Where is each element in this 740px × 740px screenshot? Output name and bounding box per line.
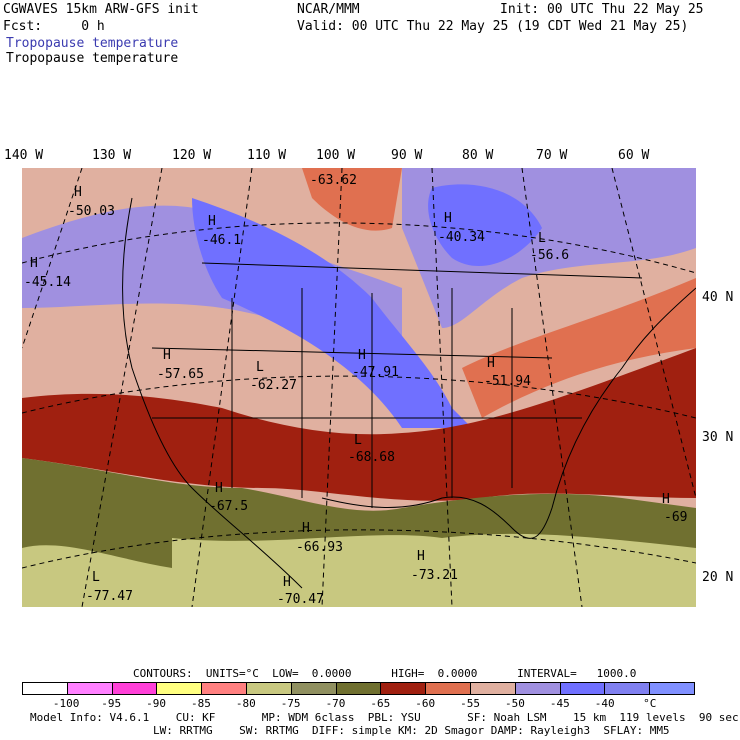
model-title: CGWAVES 15km ARW-GFS init — [3, 2, 199, 17]
lon-label: 110 W — [247, 148, 287, 163]
map-symbol: H — [283, 575, 291, 590]
map-symbol: H — [208, 214, 216, 229]
lon-label: 120 W — [172, 148, 212, 163]
blue-core-central — [192, 198, 472, 428]
colorbar-tick-label: -45 — [549, 697, 570, 710]
colorbar-tick-label: -100 — [52, 697, 80, 710]
map-symbol: L — [256, 360, 264, 375]
colorbar-swatch — [67, 683, 113, 694]
colorbar-tick-label: -75 — [280, 697, 301, 710]
colorbar-swatch — [381, 683, 427, 694]
orange-patch-north — [302, 168, 402, 231]
map-value: -68.68 — [348, 450, 395, 465]
colorbar-tick-label: -55 — [460, 697, 481, 710]
map-value: -77.47 — [86, 589, 133, 604]
colorbar-tick-label: -50 — [505, 697, 525, 710]
map-value: -56.6 — [530, 248, 570, 263]
lightgreen-southwest — [22, 545, 172, 607]
lat-label: 30 N — [702, 430, 734, 445]
lon-label: 90 W — [391, 148, 423, 163]
colorbar-tick-label: °C — [643, 697, 657, 710]
map-symbol: H — [74, 185, 82, 200]
map-value: -50.03 — [68, 204, 115, 219]
colorbar-tick-label: -65 — [370, 697, 391, 710]
colorbar-swatch — [157, 683, 203, 694]
map-value: -57.65 — [157, 367, 204, 382]
colorbar-tick-label: -60 — [415, 697, 436, 710]
colorbar-tick-label: -70 — [325, 697, 346, 710]
colorbar — [22, 682, 695, 695]
map-value: -40.34 — [438, 230, 485, 245]
map-value: -70.47 — [277, 592, 324, 607]
map-value: -51.94 — [484, 374, 531, 389]
map-value: -63.62 — [310, 173, 357, 188]
map-symbol: L — [92, 570, 100, 585]
field-title-contour: Tropopause temperature — [6, 51, 179, 66]
lon-label: 130 W — [92, 148, 132, 163]
colorbar-swatch — [650, 683, 694, 694]
lat-label: 20 N — [702, 570, 734, 585]
salmon-mid — [22, 303, 382, 428]
lat-label: 40 N — [702, 290, 734, 305]
map-symbol: L — [538, 231, 546, 246]
colorbar-swatch — [336, 683, 382, 694]
map-symbol: L — [354, 433, 362, 448]
lon-label: 80 W — [462, 148, 494, 163]
colorbar-tick-label: -80 — [235, 697, 256, 710]
physics-info: LW: RRTMG SW: RRTMG DIFF: simple KM: 2D … — [153, 724, 670, 737]
map-value: -66.93 — [296, 540, 343, 555]
colorbar-swatch — [426, 683, 471, 694]
map-symbol: H — [30, 256, 38, 271]
lon-label: 140 W — [4, 148, 44, 163]
map-symbol: H — [163, 348, 171, 363]
valid-time: Valid: 00 UTC Thu 22 May 25 (19 CDT Wed … — [297, 19, 689, 34]
lon-label: 70 W — [536, 148, 568, 163]
colorbar-swatch — [560, 683, 606, 694]
lightgreen-south — [172, 533, 696, 607]
map-value: -73.21 — [411, 568, 458, 583]
map-value: -47.91 — [352, 365, 399, 380]
map-value: -46.1 — [202, 233, 242, 248]
colorbar-swatch — [470, 683, 516, 694]
field-title-colored: Tropopause temperature — [6, 36, 179, 51]
colorbar-swatch — [23, 683, 68, 694]
map-value: -69 — [664, 510, 688, 525]
map-symbol: H — [417, 549, 425, 564]
map-symbol: H — [444, 211, 452, 226]
colorbar-tick-label: -95 — [101, 697, 122, 710]
map-value: -45.14 — [24, 275, 71, 290]
colorbar-tick-label: -85 — [190, 697, 211, 710]
boundaries — [122, 197, 696, 589]
map-value: -62.27 — [250, 378, 297, 393]
colorbar-tick-label: -40 — [594, 697, 615, 710]
map-value: -67.5 — [209, 499, 249, 514]
contours-info: CONTOURS: UNITS=°C LOW= 0.0000 HIGH= 0.0… — [133, 667, 637, 680]
map-symbol: H — [662, 492, 670, 507]
map-symbol: H — [487, 356, 495, 371]
colorbar-swatch — [112, 683, 158, 694]
colorbar-tick-label: -90 — [146, 697, 166, 710]
colorbar-swatch — [246, 683, 292, 694]
colorbar-swatch — [515, 683, 561, 694]
org-label: NCAR/MMM — [297, 2, 360, 17]
model-info: Model Info: V4.6.1 CU: KF MP: WDM 6class… — [30, 711, 739, 724]
map-symbol: H — [358, 348, 366, 363]
graticule — [22, 168, 696, 607]
lon-label: 60 W — [618, 148, 650, 163]
colorbar-swatch — [202, 683, 247, 694]
weather-map — [22, 168, 696, 607]
map-symbol: H — [302, 521, 310, 536]
orange-east — [462, 278, 696, 418]
init-time: Init: 00 UTC Thu 22 May 25 — [500, 2, 704, 17]
forecast-hour: Fcst: 0 h — [3, 19, 105, 34]
blue-core-northeast — [428, 184, 542, 267]
colorbar-swatch — [291, 683, 337, 694]
darkred-band — [22, 348, 696, 501]
colorbar-swatch — [605, 683, 651, 694]
lon-label: 100 W — [316, 148, 356, 163]
map-symbol: H — [215, 481, 223, 496]
